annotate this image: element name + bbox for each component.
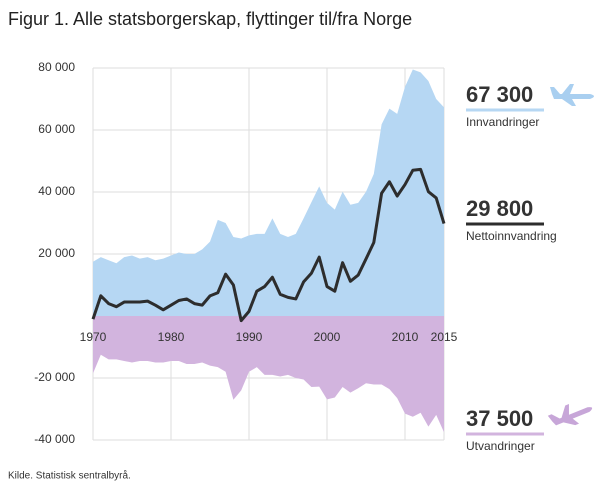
y-tick-label: 20 000: [38, 246, 75, 260]
x-tick-label: 2000: [314, 330, 341, 344]
area: [93, 69, 444, 316]
y-tick-label: -40 000: [34, 432, 75, 446]
chart-title: Figur 1. Alle statsborgerskap, flyttinge…: [8, 9, 412, 29]
x-tick-label: 1970: [80, 330, 107, 344]
source: Kilde. Statistisk sentralbyrå.: [8, 470, 131, 482]
callout-value: 67 300: [466, 82, 533, 107]
y-tick-label: 60 000: [38, 122, 75, 136]
icon: [550, 84, 594, 106]
plane-in: [550, 84, 594, 106]
icon: [547, 403, 593, 426]
line: [91, 167, 446, 323]
y-tick-label: 40 000: [38, 184, 75, 198]
y-tick-label: 80 000: [38, 60, 75, 74]
callout-name: Utvandringer: [466, 439, 535, 453]
x-tick-label: 1990: [236, 330, 263, 344]
x-tick-label: 2015: [431, 330, 458, 344]
callout-value: 29 800: [466, 196, 533, 221]
x-tick-label: 1980: [158, 330, 185, 344]
x-tick-label: 2010: [392, 330, 419, 344]
plane-out: [547, 403, 593, 426]
callout-value: 37 500: [466, 406, 533, 431]
callout-name: Innvandringer: [466, 115, 539, 129]
callout-name: Nettoinnvandring: [466, 229, 557, 243]
y-tick-label: -20 000: [34, 370, 75, 384]
area: [93, 316, 444, 433]
